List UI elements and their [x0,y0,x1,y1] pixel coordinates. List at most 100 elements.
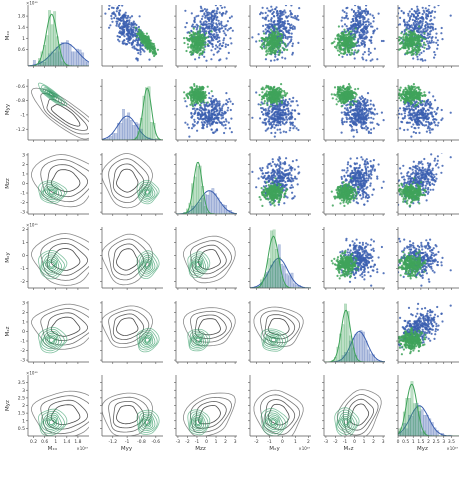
scatter-point [193,113,195,115]
scatter-point [215,110,217,112]
scatter-point [136,29,138,31]
scatter-point [139,53,141,55]
scatter-point [153,52,155,54]
scatter-point [345,93,347,95]
scatter-point [122,28,124,30]
scatter-point [149,51,151,53]
scatter-point [354,100,356,102]
scatter-point [192,45,194,47]
scatter-point [261,91,263,93]
scatter-point [199,104,201,106]
scatter-point [221,45,223,47]
scatter-point [280,91,282,93]
scatter-point [352,1,354,3]
scatter-point [349,124,351,126]
scatter-point [354,31,356,33]
scatter-point [359,8,361,10]
histogram-bar [71,52,74,66]
scatter-point [362,100,364,102]
scatter-point [189,32,191,34]
scatter-point [267,15,269,17]
panel-content [251,0,300,62]
scatter-point [275,49,277,51]
scatter-point [341,122,343,124]
scatter-point [374,108,376,110]
scatter-point [366,118,368,120]
scatter-point [287,23,289,25]
scatter-point [202,93,204,95]
scatter-point [111,7,113,9]
scatter-point [216,12,218,14]
scatter-point [366,30,368,32]
scatter-point [201,34,203,36]
scatter-point [413,28,415,30]
scatter-point [292,43,294,45]
scatter-point [193,28,195,30]
scatter-point [282,21,284,23]
scatter-point [413,41,415,43]
scatter-point [265,28,267,30]
scatter-point [227,109,229,111]
scatter-point [432,27,434,29]
scatter-point [354,4,356,6]
scatter-point [278,114,280,116]
scatter-point [419,23,421,25]
scatter-point [275,124,277,126]
scatter-point [285,131,287,133]
scatter-point [426,10,428,12]
scatter-point [200,6,202,8]
scatter-point [427,127,429,129]
scatter-point [262,25,264,27]
scatter-point [334,94,336,96]
scatter-point [114,13,116,15]
scatter-point [203,121,205,123]
scatter-point [219,103,221,105]
scatter-point [191,89,193,91]
scatter-point [435,42,437,44]
scatter-point [274,47,276,49]
scatter-point [270,115,272,117]
scatter-point [194,97,196,99]
scatter-point [407,13,409,15]
scatter-point [376,58,378,60]
scatter-point [353,34,355,36]
scatter-point [194,17,196,19]
scatter-point [273,97,275,99]
scatter-point [348,83,350,85]
scatter-point [279,128,281,130]
scatter-point [279,43,281,45]
scatter-point [194,124,196,126]
scatter-point [271,31,273,33]
scatter-point [270,105,272,107]
scatter-point [284,119,286,121]
scatter-point [207,36,209,38]
scatter-point [292,122,294,124]
scatter-point [266,86,268,88]
scatter-point [200,44,202,46]
scatter-point [123,32,125,34]
scatter-point [197,88,199,90]
scatter-point [283,25,285,27]
scatter-point [205,60,207,62]
scatter-point [437,122,439,124]
scatter-point [275,6,277,8]
scatter-point [194,40,196,42]
scatter-point [183,37,185,39]
scatter-point [367,92,369,94]
scatter-point [215,32,217,34]
scatter-point [196,122,198,124]
scatter-point [420,30,422,32]
scatter-point [209,121,211,123]
scatter-point [422,7,424,9]
scatter-point [273,15,275,17]
scatter-point [290,38,292,40]
scatter-point [261,44,263,46]
scatter-point [339,99,341,101]
scatter-point [363,99,365,101]
scatter-point [409,25,411,27]
scatter-point [337,49,339,51]
scatter-point [363,33,365,35]
scatter-point [376,123,378,125]
scatter-point [197,39,199,41]
scatter-point [435,37,437,39]
